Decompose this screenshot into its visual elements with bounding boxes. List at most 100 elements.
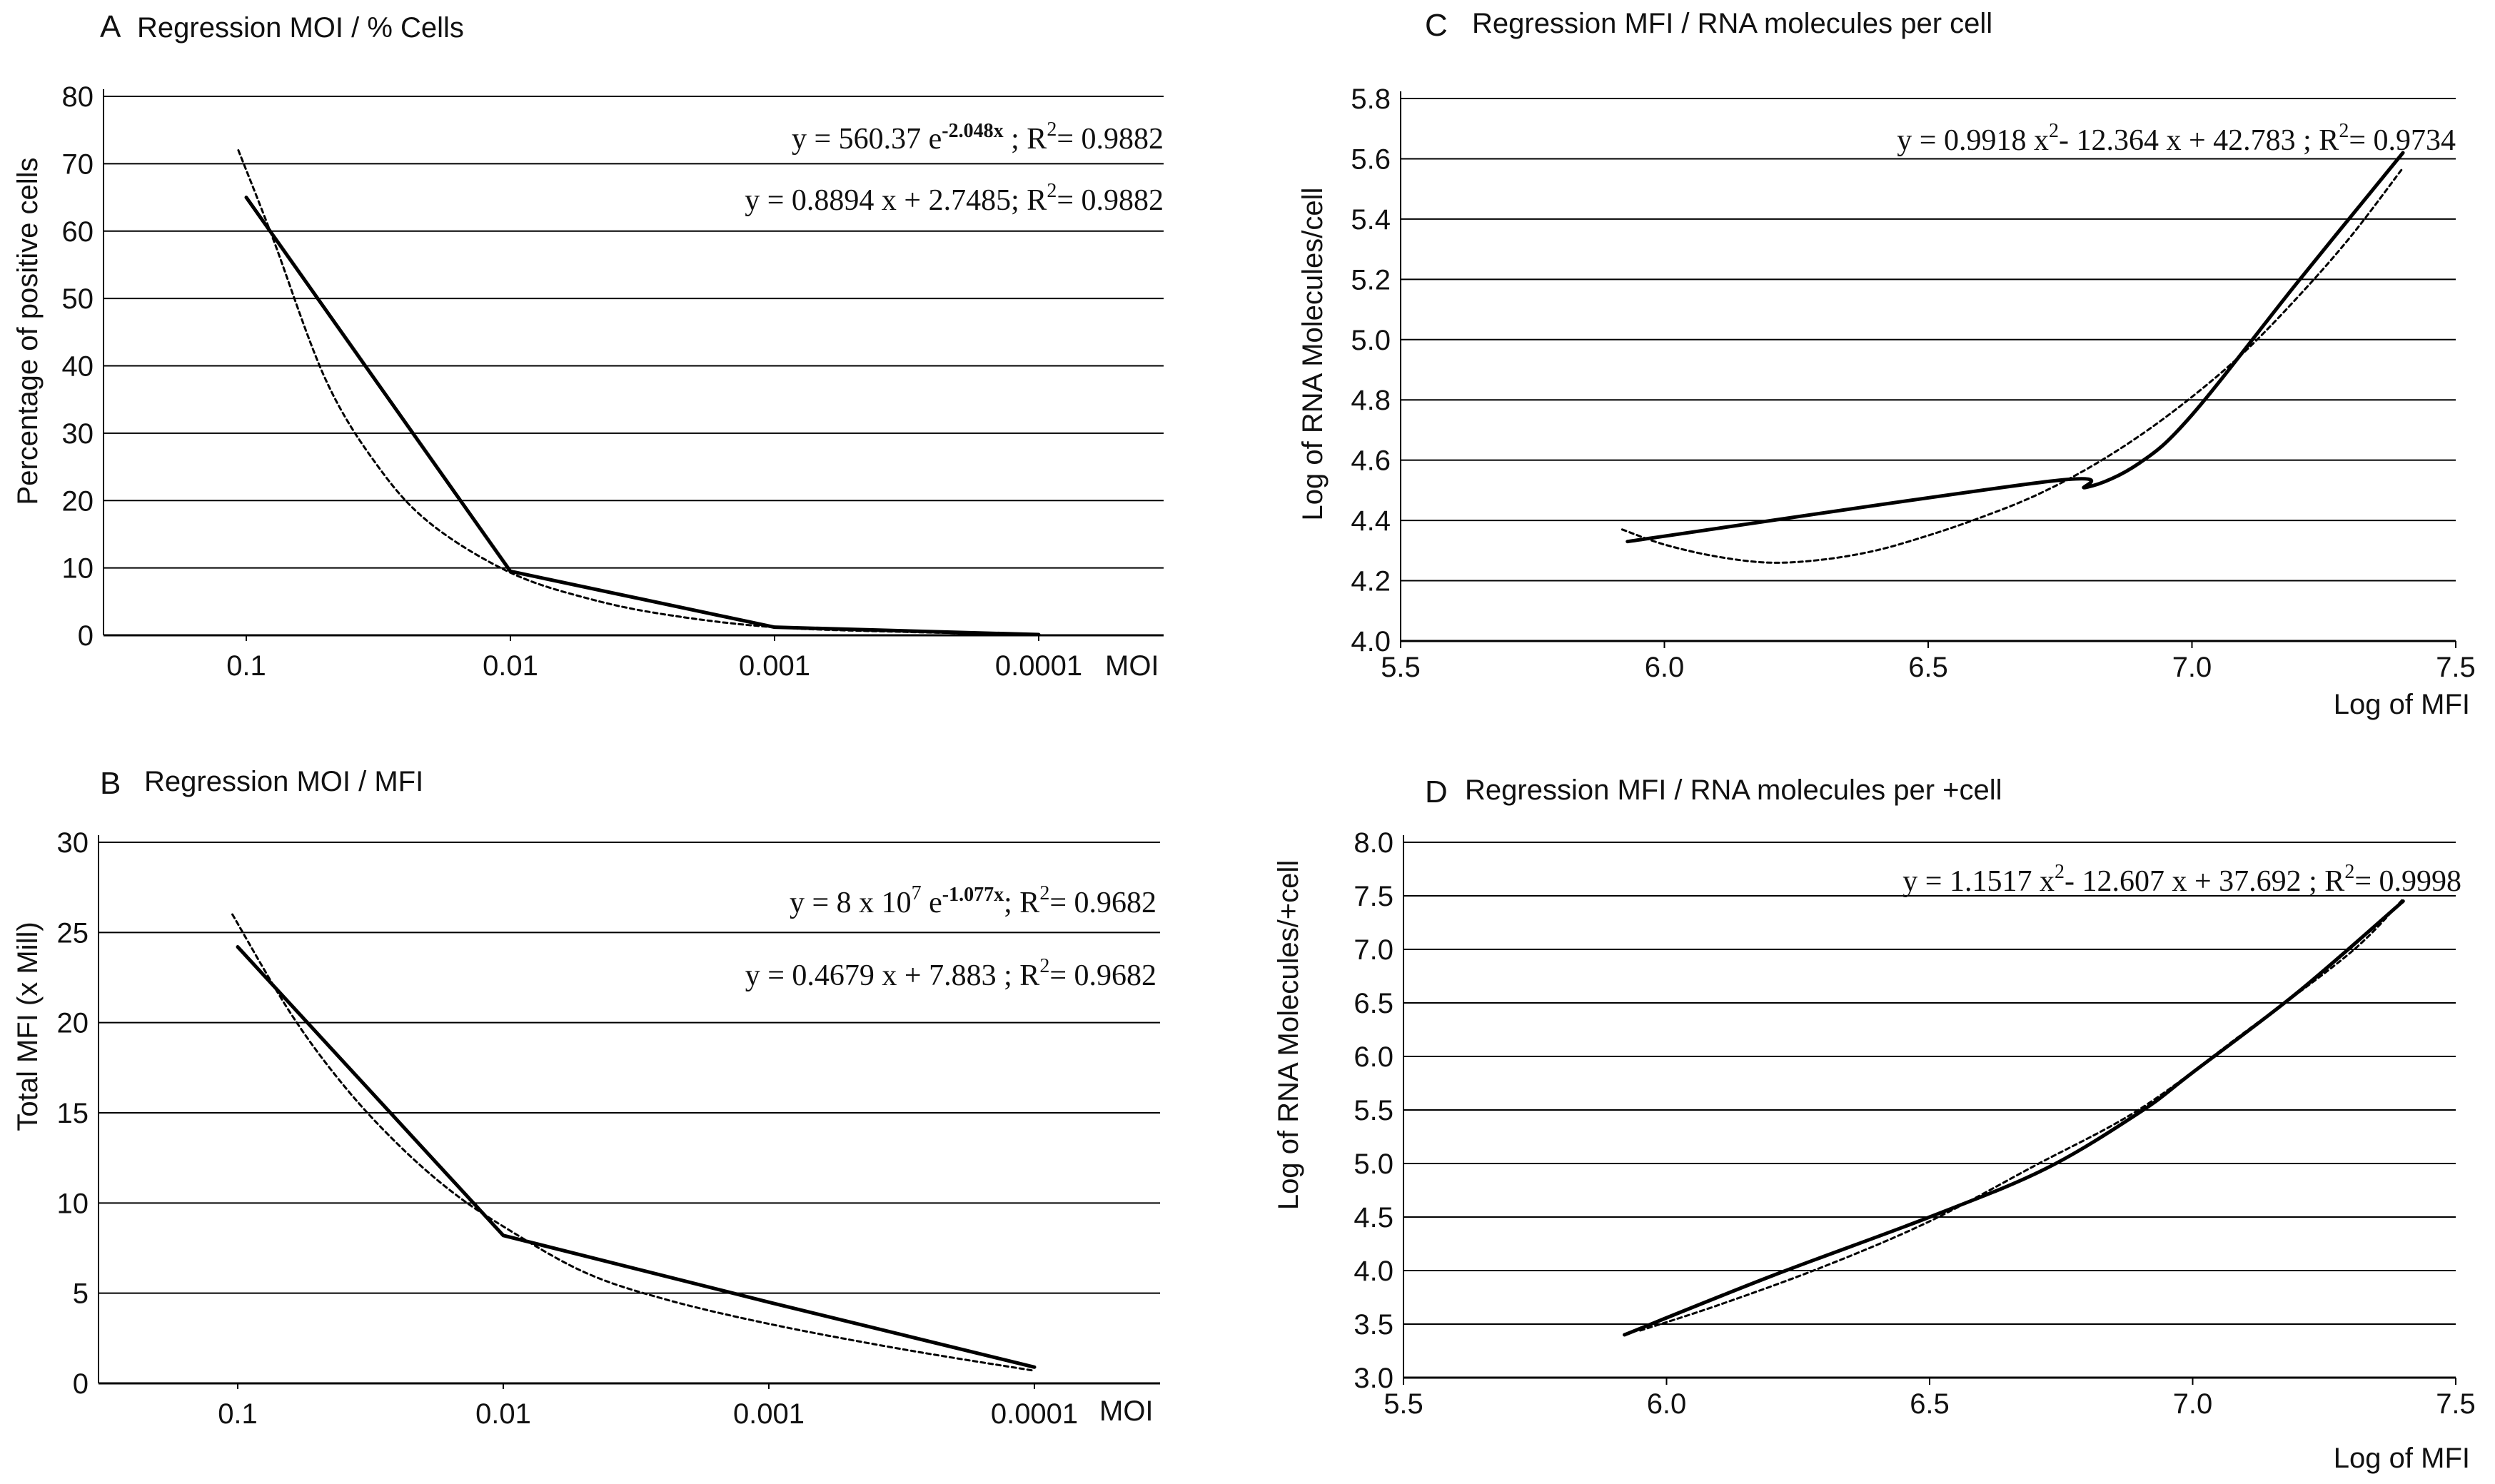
panel-d-ytick-labels: 3.0 3.5 4.0 4.5 5.0 5.5 6.0 6.5 7.0 7.5 8.0 xyxy=(1354,827,1393,1394)
panel-a-xtick-label: 0.1 xyxy=(226,650,266,682)
panel-a-chart: A Regression MOI / % Cells Percentage of… xyxy=(12,9,1164,682)
panel-d-ytick-label: 4.0 xyxy=(1354,1256,1393,1287)
panel-d-xtick-label: 7.5 xyxy=(2436,1388,2476,1420)
panel-c-ytick-label: 5.4 xyxy=(1351,204,1391,236)
panel-a-letter: A xyxy=(100,9,121,44)
panel-a-ytick-label: 80 xyxy=(62,81,94,113)
panel-d-ytick-label: 6.5 xyxy=(1354,988,1393,1019)
panel-a-ytick-labels: 0 10 20 30 40 50 60 70 80 xyxy=(62,81,94,652)
panel-a-series-observed-line xyxy=(244,196,1041,637)
panel-b-ytick-label: 0 xyxy=(73,1368,89,1400)
panel-b-ytick-label: 30 xyxy=(57,827,89,859)
panel-a-ytick-label: 40 xyxy=(62,351,94,383)
panel-a-xlabel: MOI xyxy=(1105,650,1159,682)
panel-d-xtick-label: 6.0 xyxy=(1647,1388,1687,1420)
panel-c-series-fit-line xyxy=(1621,166,2404,564)
panel-c-ytick-labels: 4.0 4.2 4.4 4.6 4.8 5.0 5.2 5.4 5.6 5.8 xyxy=(1351,84,1391,657)
panel-c-series-observed-line xyxy=(1625,151,2405,544)
panel-a-grid xyxy=(103,89,1164,641)
panel-a-ytick-label: 70 xyxy=(62,148,94,180)
panel-a-series-fit-line xyxy=(237,149,1040,636)
panel-b-ytick-label: 25 xyxy=(57,917,89,949)
panel-b-letter: B xyxy=(100,766,121,801)
panel-c-ytick-label: 4.4 xyxy=(1351,505,1391,537)
panel-b-ytick-label: 5 xyxy=(73,1278,89,1310)
panel-d-title: Regression MFI / RNA molecules per +cell xyxy=(1465,774,2002,806)
panel-d-xtick-label: 5.5 xyxy=(1383,1388,1423,1420)
panel-b-xtick-label: 0.01 xyxy=(475,1398,531,1430)
panel-d-ylabel: Log of RNA Molecules/+cell xyxy=(1273,860,1304,1210)
panel-d-xlabel: Log of MFI xyxy=(2334,1443,2470,1474)
panel-c-ytick-label: 5.0 xyxy=(1351,325,1391,356)
panel-b-xtick-label: 0.001 xyxy=(733,1398,805,1430)
panel-c-xtick-label: 7.0 xyxy=(2172,652,2212,683)
panel-a-ylabel: Percentage of positive cells xyxy=(12,158,44,505)
panel-a-ytick-label: 10 xyxy=(62,553,94,585)
panel-c-xtick-label: 7.5 xyxy=(2436,652,2476,683)
panel-d-ytick-label: 3.5 xyxy=(1354,1309,1393,1341)
panel-c-xlabel: Log of MFI xyxy=(2334,689,2470,720)
panel-b-ytick-labels: 0 5 10 15 20 25 30 xyxy=(57,827,89,1400)
panel-c-title: Regression MFI / RNA molecules per cell xyxy=(1472,8,1992,39)
panel-c-ytick-label: 5.2 xyxy=(1351,264,1391,296)
panel-d-series xyxy=(1623,898,2405,1337)
panel-c-chart: C Regression MFI / RNA molecules per cel… xyxy=(1297,8,2476,720)
panel-d-xtick-label: 7.0 xyxy=(2173,1388,2213,1420)
panel-b-annotation-exponential: y = 8 x 107 e-1.077x; R2= 0.9682 xyxy=(790,882,1156,919)
panel-a-ytick-label: 30 xyxy=(62,418,94,450)
panel-a-series xyxy=(237,149,1041,637)
panel-c-ytick-label: 5.6 xyxy=(1351,143,1391,175)
panel-d-series-observed-line xyxy=(1623,899,2405,1337)
panel-b-xtick-labels: 0.1 0.01 0.001 0.0001 xyxy=(218,1398,1078,1430)
panel-c-xtick-label: 5.5 xyxy=(1381,652,1421,683)
panel-d-xtick-labels: 5.5 6.0 6.5 7.0 7.5 xyxy=(1383,1388,2476,1420)
panel-c-annotation-polynomial: y = 0.9918 x2- 12.364 x + 42.783 ; R2= 0… xyxy=(1897,120,2456,157)
panel-a-title: Regression MOI / % Cells xyxy=(137,12,464,44)
panel-c-series xyxy=(1621,151,2405,564)
panel-b-ytick-label: 15 xyxy=(57,1098,89,1129)
panel-b-xtick-label: 0.0001 xyxy=(991,1398,1078,1430)
panel-d-annotation-polynomial: y = 1.1517 x2- 12.607 x + 37.692 ; R2= 0… xyxy=(1902,861,2461,898)
panel-c-xtick-label: 6.0 xyxy=(1645,652,1685,683)
panel-b-chart: B Regression MOI / MFI Total MFI (x Mill… xyxy=(12,766,1160,1430)
panel-a-annotation-linear: y = 0.8894 x + 2.7485; R2= 0.9882 xyxy=(745,180,1164,217)
panel-a-annotation-exponential: y = 560.37 e-2.048x ; R2= 0.9882 xyxy=(792,118,1164,156)
panel-b-series xyxy=(231,913,1037,1372)
panel-c-ytick-label: 5.8 xyxy=(1351,84,1391,115)
panel-d-chart: D Regression MFI / RNA molecules per +ce… xyxy=(1273,774,2476,1474)
panel-c-grid xyxy=(1400,91,2456,648)
panel-d-xtick-label: 6.5 xyxy=(1910,1388,1950,1420)
panel-b-annotation-linear: y = 0.4679 x + 7.883 ; R2= 0.9682 xyxy=(745,955,1156,992)
panel-d-ytick-label: 4.5 xyxy=(1354,1202,1393,1233)
panel-c-xtick-label: 6.5 xyxy=(1908,652,1948,683)
panel-d-ytick-label: 5.5 xyxy=(1354,1095,1393,1126)
panel-c-ytick-label: 4.6 xyxy=(1351,445,1391,477)
panel-d-ytick-label: 6.0 xyxy=(1354,1041,1393,1073)
panel-b-xtick-label: 0.1 xyxy=(218,1398,258,1430)
panel-d-grid xyxy=(1403,835,2456,1385)
panel-b-title: Regression MOI / MFI xyxy=(144,766,423,797)
panel-a-ytick-label: 50 xyxy=(62,283,94,315)
panel-d-series-fit-line xyxy=(1639,898,2404,1332)
panel-d-ytick-label: 5.0 xyxy=(1354,1149,1393,1180)
panel-d-letter: D xyxy=(1425,774,1448,809)
panel-a-xtick-label: 0.0001 xyxy=(995,650,1082,682)
panel-c-ylabel: Log of RNA Molecules/cell xyxy=(1297,188,1329,521)
panel-b-ylabel: Total MFI (x Mill) xyxy=(12,922,44,1131)
panel-c-letter: C xyxy=(1425,8,1448,43)
panel-a-ytick-label: 60 xyxy=(62,216,94,248)
panel-a-xtick-labels: 0.1 0.01 0.001 0.0001 xyxy=(226,650,1082,682)
panel-d-ytick-label: 3.0 xyxy=(1354,1363,1393,1394)
panel-b-grid xyxy=(98,835,1160,1389)
panel-c-ytick-label: 4.2 xyxy=(1351,566,1391,597)
panel-b-xlabel: MOI xyxy=(1099,1395,1154,1427)
panel-a-ytick-label: 20 xyxy=(62,485,94,517)
panel-d-ytick-label: 8.0 xyxy=(1354,827,1393,859)
panel-d-ytick-label: 7.5 xyxy=(1354,881,1393,912)
panel-b-series-observed-line xyxy=(236,945,1037,1369)
panel-a-ytick-label: 0 xyxy=(78,620,94,652)
panel-a-xtick-label: 0.01 xyxy=(483,650,538,682)
panel-c-ytick-label: 4.0 xyxy=(1351,626,1391,657)
panel-b-ytick-label: 10 xyxy=(57,1188,89,1219)
